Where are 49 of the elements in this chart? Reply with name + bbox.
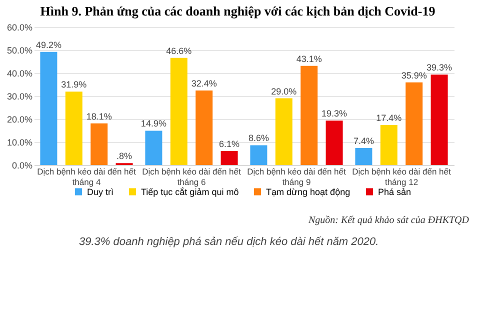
bar: [355, 148, 372, 165]
data-label: 6.1%: [219, 138, 240, 149]
bar: [40, 52, 58, 165]
data-label: 19.3%: [322, 108, 348, 119]
bar: [300, 66, 318, 165]
bar: [170, 58, 188, 165]
data-label: 18.1%: [86, 111, 112, 122]
data-label: 14.9%: [140, 118, 166, 129]
bar: [250, 145, 268, 165]
legend-label: Tạm dừng hoạt động: [266, 186, 350, 197]
x-tick-label: Dịch bệnh kéo dài đến hết tháng 12: [352, 166, 452, 187]
data-label: 35.9%: [401, 70, 427, 80]
y-tick-label: 50.0%: [6, 46, 32, 56]
bar: [406, 82, 423, 165]
data-label: 39.3%: [426, 62, 452, 73]
data-label: 43.1%: [296, 54, 322, 64]
x-tick-label: Dịch bệnh kéo dài đến hết tháng 9: [247, 166, 347, 187]
y-tick-label: 40.0%: [6, 68, 32, 78]
bar: [145, 130, 162, 165]
data-label: 49.2%: [36, 40, 62, 50]
text: Nguồn: Kết quả khảo sát của ĐHKTQD: [307, 215, 470, 226]
data-label: 29.0%: [271, 86, 297, 96]
legend-label: Tiếp tục cắt giảm qui mô: [141, 186, 239, 197]
y-tick-label: 10.0%: [6, 138, 32, 148]
data-label: 31.9%: [61, 80, 87, 90]
text: 39.3% doanh nghiệp phá sản nếu dịch kéo dài hết năm 2020.: [79, 236, 379, 248]
y-tick-label: 20.0%: [6, 114, 32, 124]
data-label: 7.4%: [353, 136, 374, 146]
data-label: .8%: [116, 151, 132, 162]
bar: [65, 92, 82, 165]
legend-label: Phá sản: [378, 186, 412, 197]
data-label: 8.6%: [248, 133, 269, 144]
bar: [90, 123, 108, 165]
data-label: 46.6%: [166, 46, 192, 56]
bar: [275, 98, 292, 165]
bar: [220, 150, 238, 165]
x-tick-label: Dịch bệnh kéo dài đến hết tháng 6: [142, 166, 242, 187]
bar: [196, 90, 213, 165]
y-tick-label: 60.0%: [6, 22, 32, 32]
bar: [430, 74, 448, 165]
data-label: 32.4%: [191, 78, 217, 88]
y-tick-label: 0.0%: [12, 160, 32, 170]
chart-title: Hình 9. Phản ứng của các doanh nghiệp với các kịch bản dịch Covid-19: [40, 4, 436, 18]
y-tick-label: 30.0%: [6, 92, 32, 102]
bar: [326, 120, 343, 165]
legend-label: Duy trì: [87, 186, 114, 197]
bar: [380, 124, 398, 165]
data-label: 17.4%: [376, 112, 402, 123]
x-tick-label: Dịch bệnh kéo dài đến hết tháng 4: [37, 166, 137, 187]
